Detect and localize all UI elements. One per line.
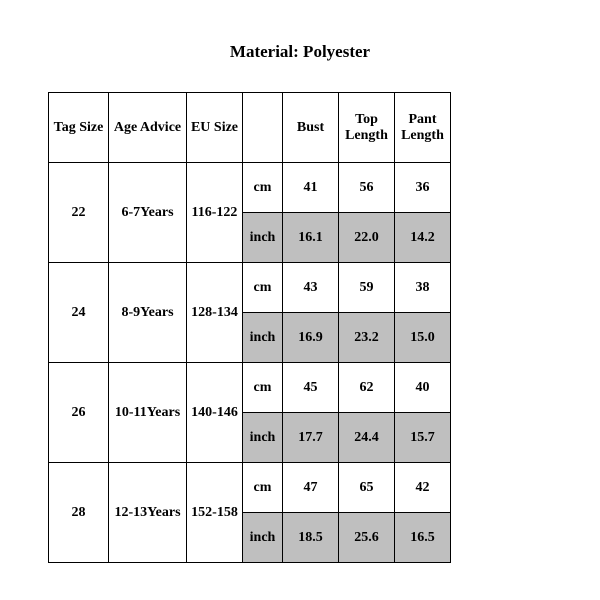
cell-unit-cm: cm [243, 463, 283, 513]
cell-age: 6-7Years [109, 163, 187, 263]
cell-age: 8-9Years [109, 263, 187, 363]
cell-eu: 128-134 [187, 263, 243, 363]
cell-bust-in: 18.5 [283, 513, 339, 563]
cell-top-in: 25.6 [339, 513, 395, 563]
table-row: 2812-13Years152-158cm476542 [49, 463, 451, 513]
cell-top-in: 22.0 [339, 213, 395, 263]
cell-pant-cm: 42 [395, 463, 451, 513]
col-pant: Pant Length [395, 93, 451, 163]
cell-unit-cm: cm [243, 263, 283, 313]
cell-age: 12-13Years [109, 463, 187, 563]
cell-pant-in: 14.2 [395, 213, 451, 263]
cell-pant-cm: 36 [395, 163, 451, 213]
col-bust: Bust [283, 93, 339, 163]
cell-tag: 24 [49, 263, 109, 363]
col-eu: EU Size [187, 93, 243, 163]
cell-eu: 116-122 [187, 163, 243, 263]
cell-bust-cm: 45 [283, 363, 339, 413]
cell-bust-cm: 41 [283, 163, 339, 213]
header-row: Tag Size Age Advice EU Size Bust Top Len… [49, 93, 451, 163]
cell-top-cm: 56 [339, 163, 395, 213]
size-table: Tag Size Age Advice EU Size Bust Top Len… [48, 92, 451, 563]
cell-top-in: 24.4 [339, 413, 395, 463]
page: Material: Polyester Tag Size Age Advice … [0, 0, 600, 600]
cell-pant-in: 15.7 [395, 413, 451, 463]
cell-bust-in: 17.7 [283, 413, 339, 463]
cell-top-cm: 65 [339, 463, 395, 513]
cell-bust-in: 16.1 [283, 213, 339, 263]
cell-tag: 28 [49, 463, 109, 563]
cell-pant-in: 15.0 [395, 313, 451, 363]
table-row: 226-7Years116-122cm415636 [49, 163, 451, 213]
cell-pant-in: 16.5 [395, 513, 451, 563]
cell-unit-cm: cm [243, 163, 283, 213]
cell-tag: 26 [49, 363, 109, 463]
cell-eu: 140-146 [187, 363, 243, 463]
cell-bust-in: 16.9 [283, 313, 339, 363]
cell-age: 10-11Years [109, 363, 187, 463]
cell-pant-cm: 38 [395, 263, 451, 313]
cell-bust-cm: 47 [283, 463, 339, 513]
cell-unit-in: inch [243, 513, 283, 563]
table-row: 248-9Years128-134cm435938 [49, 263, 451, 313]
col-unit [243, 93, 283, 163]
col-top: Top Length [339, 93, 395, 163]
cell-top-cm: 59 [339, 263, 395, 313]
cell-bust-cm: 43 [283, 263, 339, 313]
cell-eu: 152-158 [187, 463, 243, 563]
cell-pant-cm: 40 [395, 363, 451, 413]
cell-unit-in: inch [243, 413, 283, 463]
cell-top-in: 23.2 [339, 313, 395, 363]
cell-unit-in: inch [243, 213, 283, 263]
col-age: Age Advice [109, 93, 187, 163]
cell-tag: 22 [49, 163, 109, 263]
cell-unit-cm: cm [243, 363, 283, 413]
col-tag: Tag Size [49, 93, 109, 163]
cell-unit-in: inch [243, 313, 283, 363]
cell-top-cm: 62 [339, 363, 395, 413]
table-row: 2610-11Years140-146cm456240 [49, 363, 451, 413]
page-title: Material: Polyester [0, 0, 600, 92]
